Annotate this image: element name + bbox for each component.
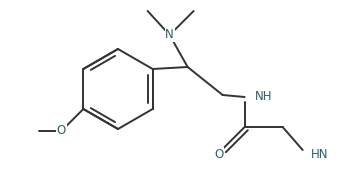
Text: O: O xyxy=(214,148,223,160)
Text: O: O xyxy=(57,125,66,137)
Text: NH: NH xyxy=(255,91,272,103)
Text: HN: HN xyxy=(311,148,328,162)
Text: N: N xyxy=(165,29,174,42)
